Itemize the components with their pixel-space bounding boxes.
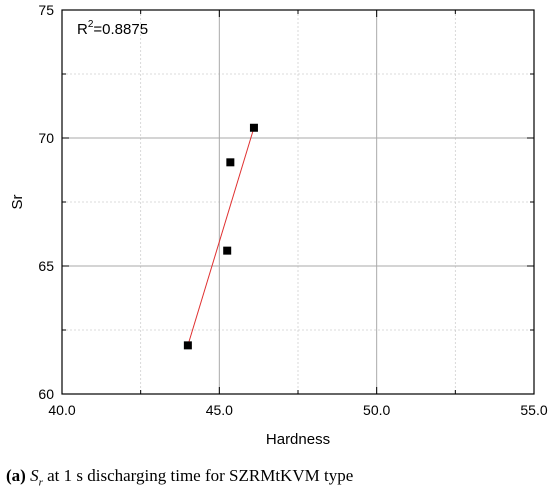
y-tick-labels: 60 65 70 75 [38,2,54,402]
r-squared-superscript: 2 [88,19,94,30]
data-point [249,123,258,132]
y-tick-label: 65 [38,258,54,274]
r-squared-value: =0.8875 [93,21,148,38]
data-point [226,158,235,167]
y-tick-label: 75 [38,2,54,18]
grid [62,10,534,394]
y-tick-label: 70 [38,130,54,146]
figure-caption: (a) Sr at 1 s discharging time for SZRMt… [6,466,353,488]
caption-text: at 1 s discharging time for SZRMtKVM typ… [47,466,354,485]
fit-line [187,127,255,346]
x-tick-label: 45.0 [206,402,233,418]
y-tick-label: 60 [38,386,54,402]
fit-line-group [187,127,255,346]
r-squared-annotation: R2=0.8875 [77,19,148,38]
y-axis-label: Sr [9,194,26,209]
caption-symbol: S [30,466,39,485]
data-point [223,246,232,255]
caption-subscript: r [38,476,43,489]
data-points [183,123,258,350]
ticks [61,9,535,395]
r-squared-prefix: R [77,21,88,38]
x-tick-label: 40.0 [48,402,75,418]
x-tick-label: 55.0 [520,402,547,418]
data-point [183,341,192,350]
x-tick-labels: 40.0 45.0 50.0 55.0 [48,402,547,418]
caption-label: (a) [6,466,26,485]
x-tick-label: 50.0 [363,402,390,418]
x-axis-label: Hardness [266,431,330,448]
